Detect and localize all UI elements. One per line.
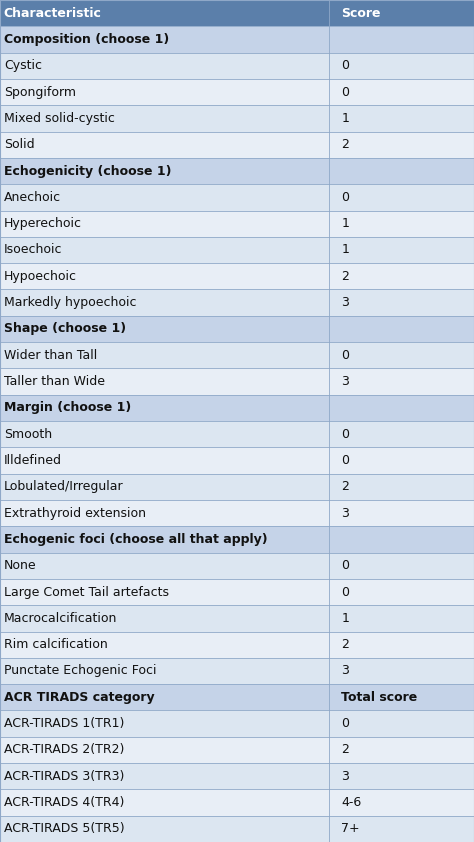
Bar xyxy=(0,131,474,158)
Text: 1: 1 xyxy=(341,612,349,625)
Bar xyxy=(0,342,474,369)
Text: 2: 2 xyxy=(341,743,349,756)
Text: 2: 2 xyxy=(341,269,349,283)
Text: 0: 0 xyxy=(341,585,349,599)
Bar xyxy=(0,290,474,316)
Bar xyxy=(0,473,474,500)
Text: 0: 0 xyxy=(341,86,349,99)
Text: Taller than Wide: Taller than Wide xyxy=(4,375,105,388)
Bar xyxy=(0,816,474,842)
Bar xyxy=(0,447,474,473)
Bar xyxy=(0,737,474,763)
Bar xyxy=(0,52,474,79)
Text: Smooth: Smooth xyxy=(4,428,52,440)
Text: ACR-TIRADS 4(TR4): ACR-TIRADS 4(TR4) xyxy=(4,796,124,809)
Bar xyxy=(0,526,474,552)
Text: 0: 0 xyxy=(341,454,349,467)
Text: 7+: 7+ xyxy=(341,823,360,835)
Text: 0: 0 xyxy=(341,59,349,72)
Text: Hypoechoic: Hypoechoic xyxy=(4,269,77,283)
Text: Large Comet Tail artefacts: Large Comet Tail artefacts xyxy=(4,585,169,599)
Text: ACR-TIRADS 2(TR2): ACR-TIRADS 2(TR2) xyxy=(4,743,124,756)
Text: Rim calcification: Rim calcification xyxy=(4,638,108,651)
Text: 2: 2 xyxy=(341,138,349,152)
Text: Punctate Echogenic Foci: Punctate Echogenic Foci xyxy=(4,664,156,678)
Text: 0: 0 xyxy=(341,559,349,573)
Text: Solid: Solid xyxy=(4,138,35,152)
Bar xyxy=(0,632,474,658)
Bar xyxy=(0,0,474,26)
Bar xyxy=(0,105,474,131)
Bar xyxy=(0,237,474,263)
Text: Shape (choose 1): Shape (choose 1) xyxy=(4,322,126,335)
Bar xyxy=(0,26,474,52)
Text: 2: 2 xyxy=(341,638,349,651)
Text: 3: 3 xyxy=(341,770,349,783)
Bar xyxy=(0,552,474,579)
Bar xyxy=(0,263,474,290)
Text: Total score: Total score xyxy=(341,690,418,704)
Bar xyxy=(0,684,474,711)
Text: 3: 3 xyxy=(341,296,349,309)
Bar xyxy=(0,605,474,632)
Bar xyxy=(0,79,474,105)
Text: None: None xyxy=(4,559,36,573)
Text: Margin (choose 1): Margin (choose 1) xyxy=(4,402,131,414)
Bar xyxy=(0,790,474,816)
Text: Hyperechoic: Hyperechoic xyxy=(4,217,82,230)
Text: 2: 2 xyxy=(341,480,349,493)
Text: Anechoic: Anechoic xyxy=(4,191,61,204)
Text: Composition (choose 1): Composition (choose 1) xyxy=(4,33,169,46)
Bar xyxy=(0,158,474,184)
Text: Markedly hypoechoic: Markedly hypoechoic xyxy=(4,296,137,309)
Text: Macrocalcification: Macrocalcification xyxy=(4,612,117,625)
Text: 1: 1 xyxy=(341,243,349,257)
Text: 4-6: 4-6 xyxy=(341,796,362,809)
Text: Isoechoic: Isoechoic xyxy=(4,243,62,257)
Bar xyxy=(0,184,474,210)
Bar xyxy=(0,395,474,421)
Text: Spongiform: Spongiform xyxy=(4,86,76,99)
Text: 1: 1 xyxy=(341,112,349,125)
Text: Mixed solid-cystic: Mixed solid-cystic xyxy=(4,112,115,125)
Bar xyxy=(0,579,474,605)
Text: 1: 1 xyxy=(341,217,349,230)
Text: Cystic: Cystic xyxy=(4,59,42,72)
Text: ACR-TIRADS 5(TR5): ACR-TIRADS 5(TR5) xyxy=(4,823,124,835)
Text: Echogenic foci (choose all that apply): Echogenic foci (choose all that apply) xyxy=(4,533,267,546)
Bar xyxy=(0,421,474,447)
Text: Wider than Tall: Wider than Tall xyxy=(4,349,97,362)
Bar xyxy=(0,316,474,342)
Bar xyxy=(0,500,474,526)
Text: Lobulated/Irregular: Lobulated/Irregular xyxy=(4,480,123,493)
Text: Echogenicity (choose 1): Echogenicity (choose 1) xyxy=(4,164,171,178)
Text: 0: 0 xyxy=(341,428,349,440)
Text: ACR-TIRADS 1(TR1): ACR-TIRADS 1(TR1) xyxy=(4,717,124,730)
Text: 0: 0 xyxy=(341,191,349,204)
Text: Characteristic: Characteristic xyxy=(4,7,101,19)
Text: Score: Score xyxy=(341,7,381,19)
Text: 3: 3 xyxy=(341,375,349,388)
Text: 0: 0 xyxy=(341,717,349,730)
Bar xyxy=(0,210,474,237)
Text: Extrathyroid extension: Extrathyroid extension xyxy=(4,507,146,520)
Bar xyxy=(0,711,474,737)
Text: 3: 3 xyxy=(341,664,349,678)
Bar xyxy=(0,763,474,790)
Bar xyxy=(0,369,474,395)
Text: Illdefined: Illdefined xyxy=(4,454,62,467)
Bar xyxy=(0,658,474,684)
Text: ACR-TIRADS 3(TR3): ACR-TIRADS 3(TR3) xyxy=(4,770,124,783)
Text: ACR TIRADS category: ACR TIRADS category xyxy=(4,690,155,704)
Text: 0: 0 xyxy=(341,349,349,362)
Text: 3: 3 xyxy=(341,507,349,520)
